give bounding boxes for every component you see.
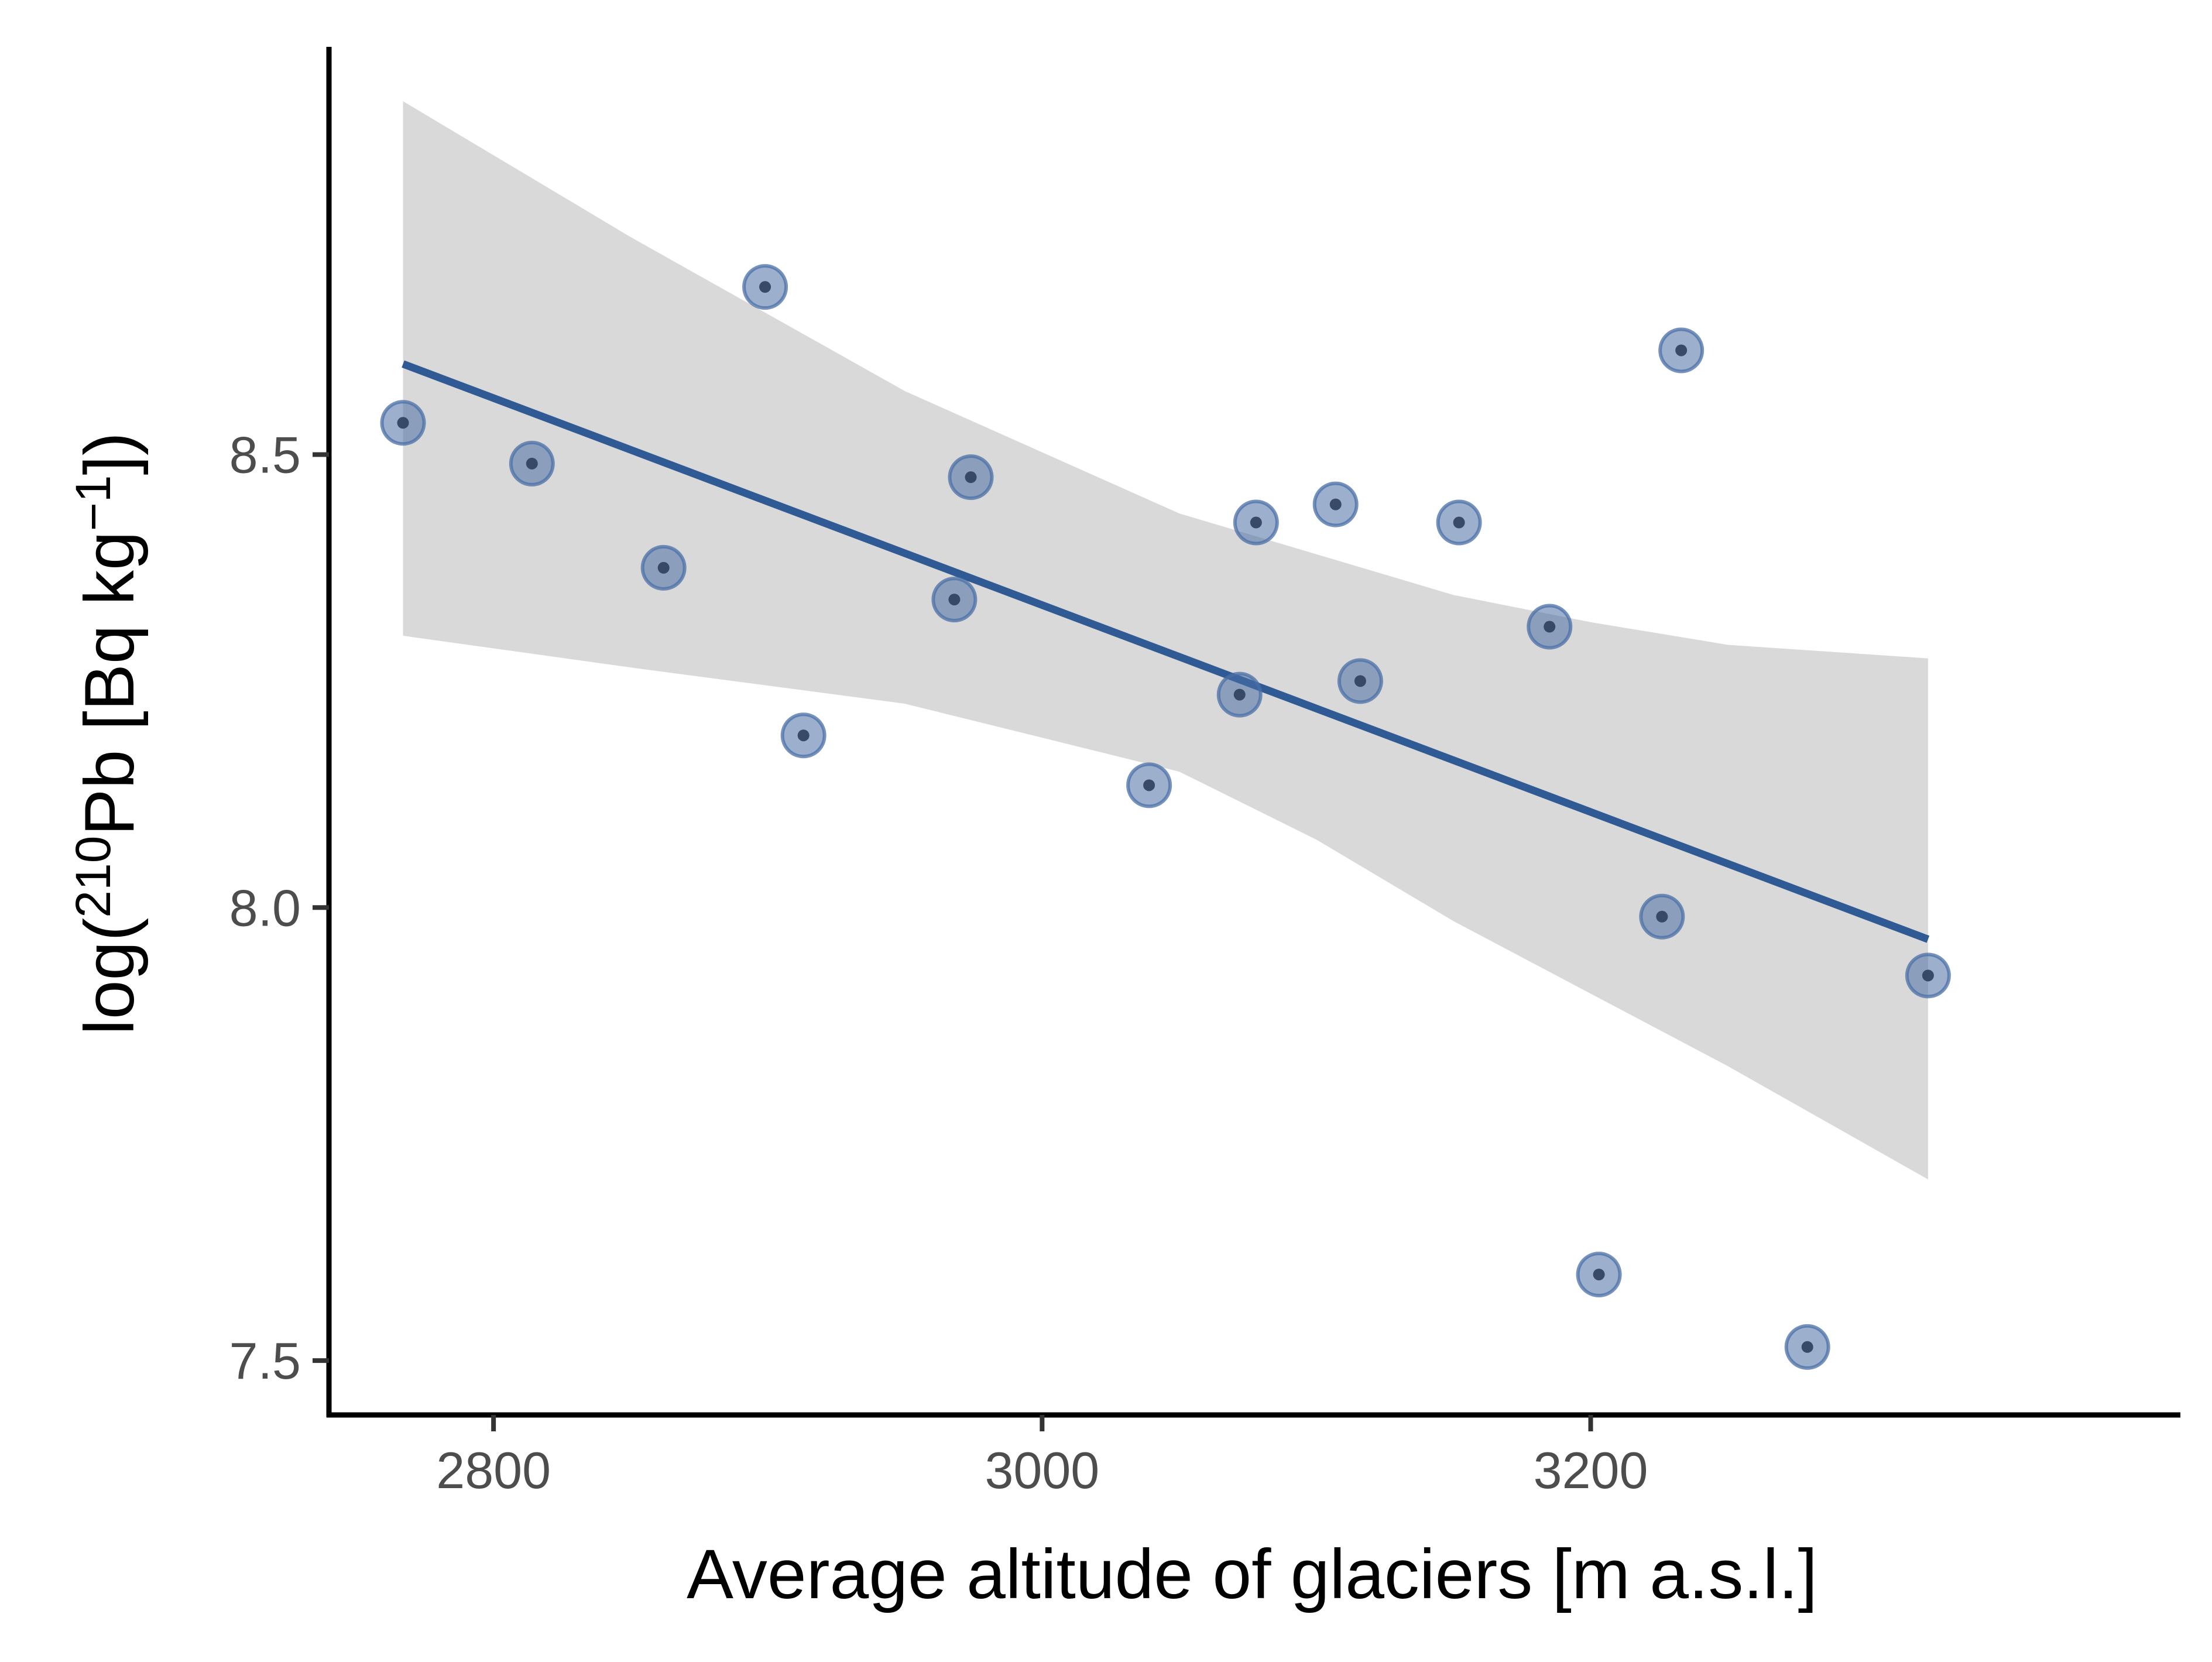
data-point-center	[1453, 516, 1465, 529]
data-point	[1784, 1324, 1830, 1370]
confidence-band-layer	[403, 101, 1928, 1180]
data-point-center	[1801, 1341, 1813, 1353]
data-point	[1658, 327, 1705, 373]
data-point	[509, 440, 555, 486]
data-point-center	[1233, 688, 1246, 701]
data-point	[780, 712, 827, 759]
data-point-center	[1329, 498, 1342, 510]
x-axis-title: Average altitude of glaciers [m a.s.l.]	[687, 1535, 1817, 1613]
data-point	[380, 400, 426, 446]
data-point	[1233, 499, 1279, 546]
y-axis-title-unit-open: [Bq kg	[70, 531, 149, 750]
x-tick-label: 2800	[436, 1441, 551, 1499]
data-point-center	[1593, 1269, 1605, 1281]
y-axis-title-isotope-superscript: 210	[66, 836, 121, 918]
data-point-center	[1143, 779, 1155, 791]
data-point	[1312, 481, 1359, 527]
data-point-center	[759, 281, 771, 293]
y-ticks-layer: 7.5 8.0 8.5	[229, 426, 329, 1390]
axes-layer	[326, 47, 2180, 1418]
y-tick-label: 8.0	[229, 879, 301, 937]
y-axis-title-prefix: log(	[70, 918, 149, 1035]
data-point-center	[948, 594, 961, 606]
data-point-center	[526, 457, 538, 470]
data-points-layer	[380, 264, 1951, 1370]
y-tick-label: 8.5	[229, 426, 301, 484]
data-point	[1436, 499, 1482, 546]
x-tick-label: 3000	[985, 1441, 1099, 1499]
data-point	[1905, 952, 1951, 999]
data-point-center	[397, 417, 409, 429]
fit-line-layer	[402, 360, 1930, 943]
x-ticks-layer: 2800 3000 3200	[436, 1415, 1648, 1499]
data-point-center	[1250, 516, 1262, 529]
y-axis-title-exponent-superscript: −1	[66, 475, 121, 531]
data-point-center	[1354, 675, 1366, 687]
data-point	[931, 577, 978, 623]
data-point-center	[1675, 344, 1688, 357]
data-point	[1639, 893, 1685, 940]
data-point-center	[1656, 910, 1668, 923]
data-point-center	[1922, 969, 1934, 982]
data-point	[1216, 671, 1263, 718]
y-axis-title-element: Pb	[70, 750, 149, 836]
x-tick-label: 3200	[1534, 1441, 1648, 1499]
data-point	[1337, 658, 1383, 704]
data-point	[640, 544, 687, 591]
data-point-center	[797, 729, 810, 742]
data-point-center	[657, 561, 670, 574]
data-point	[1527, 604, 1573, 650]
confidence-band	[403, 101, 1928, 1180]
data-point	[742, 264, 788, 310]
data-point-center	[965, 471, 977, 484]
data-point	[948, 454, 994, 501]
y-tick-label: 7.5	[229, 1332, 301, 1390]
data-point-center	[1544, 621, 1556, 633]
regression-line	[402, 360, 1930, 943]
y-axis-title-unit-close: ])	[70, 432, 149, 475]
y-axis-title: log(210Pb [Bq kg−1])	[66, 432, 149, 1035]
data-point	[1126, 762, 1172, 808]
data-point	[1576, 1252, 1622, 1298]
